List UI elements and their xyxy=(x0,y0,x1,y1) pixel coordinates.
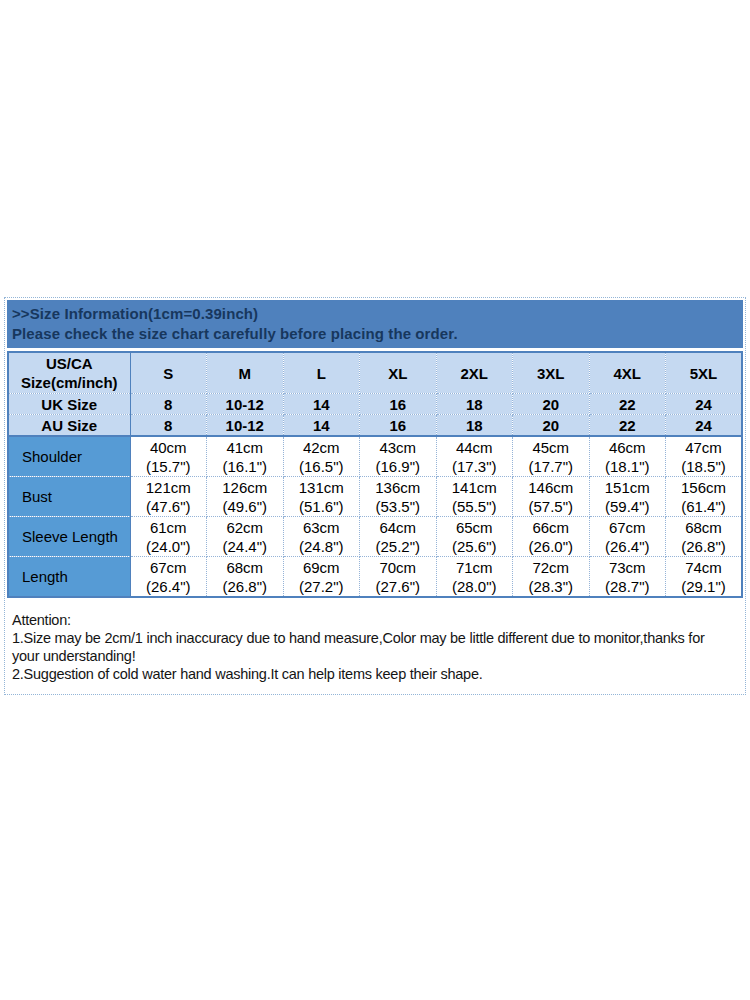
measurement-cell: 74cm (29.1") xyxy=(666,557,743,598)
measurement-cell: 68cm (26.8") xyxy=(666,517,743,557)
measurement-cell: 73cm (28.7") xyxy=(589,557,666,598)
measurement-cell: 47cm (18.5") xyxy=(666,436,743,477)
measurement-cell: 156cm (61.4") xyxy=(666,477,743,517)
size-cell: 24 xyxy=(666,394,743,415)
size-cell: 8 xyxy=(130,394,207,415)
measurement-cell: 44cm (17.3") xyxy=(436,436,513,477)
size-cell: 20 xyxy=(513,415,590,437)
size-cell: 18 xyxy=(436,394,513,415)
measurement-cell: 68cm (26.8") xyxy=(207,557,284,598)
size-column-header: 2XL xyxy=(436,352,513,394)
row-label-au-size: AU Size xyxy=(8,415,130,437)
size-info-title: >>Size Information(1cm=0.39inch) xyxy=(12,304,739,324)
size-header-row: US/CA Size(cm/inch) S M L XL 2XL 3XL 4XL… xyxy=(8,352,742,394)
size-cell: 14 xyxy=(283,394,360,415)
row-label-bust: Bust xyxy=(8,477,130,517)
size-cell: 20 xyxy=(513,394,590,415)
measurement-cell: 70cm (27.6") xyxy=(360,557,437,598)
size-info-header: >>Size Information(1cm=0.39inch) Please … xyxy=(7,300,743,348)
measurement-cell: 71cm (28.0") xyxy=(436,557,513,598)
measurement-cell: 65cm (25.6") xyxy=(436,517,513,557)
row-label-shoulder: Shoulder xyxy=(8,436,130,477)
measurement-cell: 69cm (27.2") xyxy=(283,557,360,598)
size-cell: 16 xyxy=(360,415,437,437)
measurement-cell: 67cm (26.4") xyxy=(130,557,207,598)
size-cell: 24 xyxy=(666,415,743,437)
measurement-cell: 62cm (24.4") xyxy=(207,517,284,557)
size-info-subtitle: Please check the size chart carefully be… xyxy=(12,324,739,344)
measurement-cell: 42cm (16.5") xyxy=(283,436,360,477)
bust-row: Bust 121cm (47.6") 126cm (49.6") 131cm (… xyxy=(8,477,742,517)
size-column-header: S xyxy=(130,352,207,394)
measurement-cell: 46cm (18.1") xyxy=(589,436,666,477)
measurement-cell: 64cm (25.2") xyxy=(360,517,437,557)
uk-size-row: UK Size 8 10-12 14 16 18 20 22 24 xyxy=(8,394,742,415)
size-column-header: 5XL xyxy=(666,352,743,394)
size-cell: 10-12 xyxy=(207,394,284,415)
sleeve-length-row: Sleeve Length 61cm (24.0") 62cm (24.4") … xyxy=(8,517,742,557)
measurement-cell: 131cm (51.6") xyxy=(283,477,360,517)
row-label-uk-size: UK Size xyxy=(8,394,130,415)
size-chart-table: US/CA Size(cm/inch) S M L XL 2XL 3XL 4XL… xyxy=(7,351,743,598)
measurement-cell: 141cm (55.5") xyxy=(436,477,513,517)
measurement-cell: 136cm (53.5") xyxy=(360,477,437,517)
size-cell: 22 xyxy=(589,394,666,415)
row-label-length: Length xyxy=(8,557,130,598)
size-cell: 18 xyxy=(436,415,513,437)
measurement-cell: 61cm (24.0") xyxy=(130,517,207,557)
size-cell: 22 xyxy=(589,415,666,437)
size-cell: 16 xyxy=(360,394,437,415)
measurement-cell: 40cm (15.7") xyxy=(130,436,207,477)
size-column-header: 4XL xyxy=(589,352,666,394)
measurement-cell: 63cm (24.8") xyxy=(283,517,360,557)
measurement-cell: 67cm (26.4") xyxy=(589,517,666,557)
measurement-cell: 45cm (17.7") xyxy=(513,436,590,477)
length-row: Length 67cm (26.4") 68cm (26.8") 69cm (2… xyxy=(8,557,742,598)
measurement-cell: 43cm (16.9") xyxy=(360,436,437,477)
row-label-sleeve-length: Sleeve Length xyxy=(8,517,130,557)
size-column-header: L xyxy=(283,352,360,394)
size-cell: 14 xyxy=(283,415,360,437)
shoulder-row: Shoulder 40cm (15.7") 41cm (16.1") 42cm … xyxy=(8,436,742,477)
measurement-cell: 66cm (26.0") xyxy=(513,517,590,557)
measurement-cell: 126cm (49.6") xyxy=(207,477,284,517)
attention-line: 1.Size may be 2cm/1 inch inaccuracy due … xyxy=(12,629,743,647)
measurement-cell: 121cm (47.6") xyxy=(130,477,207,517)
size-cell: 10-12 xyxy=(207,415,284,437)
attention-title: Attention: xyxy=(12,611,743,629)
measurement-cell: 41cm (16.1") xyxy=(207,436,284,477)
corner-cell: US/CA Size(cm/inch) xyxy=(8,352,130,394)
attention-note: Attention: 1.Size may be 2cm/1 inch inac… xyxy=(7,611,743,683)
size-column-header: M xyxy=(207,352,284,394)
au-size-row: AU Size 8 10-12 14 16 18 20 22 24 xyxy=(8,415,742,437)
measurement-cell: 146cm (57.5") xyxy=(513,477,590,517)
measurement-cell: 151cm (59.4") xyxy=(589,477,666,517)
attention-line: 2.Suggestion of cold water hand washing.… xyxy=(12,665,743,683)
size-info-panel: >>Size Information(1cm=0.39inch) Please … xyxy=(4,297,746,695)
measurement-cell: 72cm (28.3") xyxy=(513,557,590,598)
size-column-header: 3XL xyxy=(513,352,590,394)
attention-line: your understanding! xyxy=(12,647,743,665)
size-cell: 8 xyxy=(130,415,207,437)
size-column-header: XL xyxy=(360,352,437,394)
